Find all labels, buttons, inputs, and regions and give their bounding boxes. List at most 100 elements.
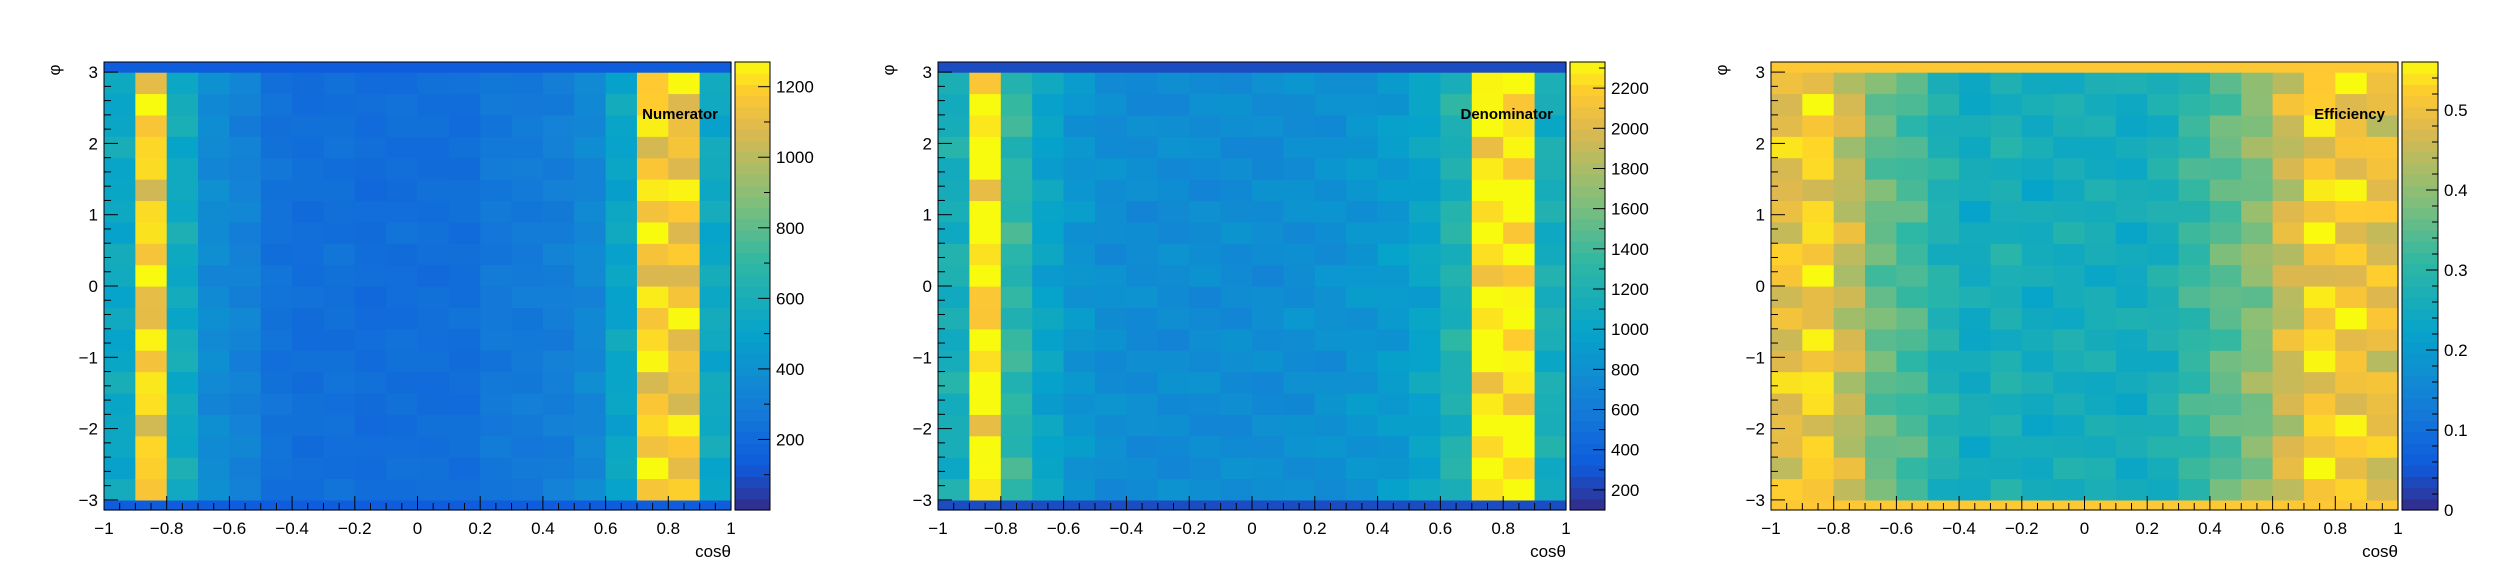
heatmap-cell bbox=[2022, 350, 2054, 372]
color-bar-band bbox=[1570, 465, 1605, 477]
heatmap-cell bbox=[2179, 179, 2211, 201]
heatmap-cell bbox=[2179, 307, 2211, 329]
heatmap-cell bbox=[2022, 479, 2054, 501]
heatmap-cell bbox=[1990, 265, 2022, 287]
heatmap-cell bbox=[1189, 222, 1221, 244]
heatmap-cell bbox=[386, 136, 418, 158]
heatmap-cell bbox=[1126, 436, 1158, 458]
heatmap-cell bbox=[1221, 350, 1253, 372]
heatmap-cell bbox=[1032, 350, 1064, 372]
heatmap-cell bbox=[167, 179, 199, 201]
heatmap-cell bbox=[543, 62, 575, 73]
heatmap-cell bbox=[2022, 115, 2054, 137]
heatmap-cell bbox=[637, 372, 669, 394]
heatmap-cell bbox=[1535, 222, 1567, 244]
heatmap-cell bbox=[1896, 307, 1928, 329]
heatmap-cell bbox=[1189, 307, 1221, 329]
x-tick-label: 0.4 bbox=[1366, 519, 1390, 538]
heatmap-cell bbox=[386, 307, 418, 329]
heatmap-cell bbox=[2147, 436, 2179, 458]
heatmap-cell bbox=[2022, 329, 2054, 351]
heatmap-cell bbox=[104, 93, 136, 115]
heatmap-cell bbox=[1865, 62, 1897, 73]
heatmap-cell bbox=[2304, 179, 2336, 201]
heatmap-cell bbox=[1503, 393, 1535, 415]
heatmap-cell bbox=[1001, 307, 1033, 329]
heatmap-cell bbox=[668, 158, 700, 180]
y-tick-label: 0 bbox=[89, 277, 98, 296]
heatmap-cell bbox=[668, 200, 700, 222]
heatmap-cell bbox=[938, 265, 970, 287]
color-bar-band bbox=[735, 420, 770, 432]
heatmap-cell bbox=[418, 479, 450, 501]
heatmap-cell bbox=[938, 436, 970, 458]
heatmap-cell bbox=[2273, 136, 2305, 158]
heatmap-cell bbox=[1315, 136, 1347, 158]
heatmap-cell bbox=[2179, 200, 2211, 222]
color-bar-band bbox=[1570, 376, 1605, 388]
color-bar-band bbox=[735, 353, 770, 365]
heatmap-cell bbox=[1440, 72, 1472, 94]
heatmap-cell bbox=[2116, 436, 2148, 458]
heatmap-cell bbox=[606, 115, 638, 137]
heatmap-cell bbox=[1472, 62, 1504, 73]
heatmap-cell bbox=[229, 286, 261, 308]
heatmap-cell bbox=[1378, 372, 1410, 394]
heatmap-cell bbox=[386, 414, 418, 436]
heatmap-cell bbox=[355, 158, 387, 180]
heatmap-cell bbox=[1802, 479, 1834, 501]
heatmap-cell bbox=[1865, 479, 1897, 501]
heatmap-cell bbox=[1001, 136, 1033, 158]
heatmap-cell bbox=[1802, 222, 1834, 244]
heatmap-cell bbox=[2053, 200, 2085, 222]
heatmap-cell bbox=[1802, 457, 1834, 479]
heatmap-cell bbox=[700, 265, 732, 287]
heatmap-cell bbox=[418, 115, 450, 137]
heatmap-cell bbox=[1001, 457, 1033, 479]
heatmap-cell bbox=[2022, 222, 2054, 244]
heatmap-cell bbox=[1896, 393, 1928, 415]
heatmap-cell bbox=[1959, 307, 1991, 329]
heatmap-cell bbox=[1535, 136, 1567, 158]
color-bar-tick-label: 1000 bbox=[1611, 320, 1649, 339]
heatmap-cell bbox=[323, 479, 355, 501]
heatmap-cell bbox=[1472, 372, 1504, 394]
color-bar-band bbox=[2402, 286, 2438, 298]
heatmap-cell bbox=[449, 62, 481, 73]
heatmap-cell bbox=[1158, 200, 1190, 222]
heatmap-cell bbox=[1959, 179, 1991, 201]
heatmap-cell bbox=[1440, 286, 1472, 308]
heatmap-cell bbox=[1032, 136, 1064, 158]
heatmap-cell bbox=[1315, 329, 1347, 351]
heatmap-cell bbox=[1928, 243, 1960, 265]
heatmap-cell bbox=[700, 457, 732, 479]
heatmap-cell bbox=[323, 457, 355, 479]
heatmap-cell bbox=[1189, 93, 1221, 115]
heatmap-cell bbox=[2210, 372, 2242, 394]
heatmap-cell bbox=[637, 158, 669, 180]
heatmap-cell bbox=[1283, 179, 1315, 201]
heatmap-cell bbox=[1315, 393, 1347, 415]
heatmap-cell bbox=[1378, 72, 1410, 94]
heatmap-cell bbox=[1001, 72, 1033, 94]
heatmap-cell bbox=[2085, 479, 2117, 501]
heatmap-cell bbox=[1472, 414, 1504, 436]
heatmap-cell bbox=[1158, 93, 1190, 115]
heatmap-cell bbox=[1535, 393, 1567, 415]
heatmap-cell bbox=[969, 286, 1001, 308]
heatmap-cell bbox=[2367, 222, 2399, 244]
heatmap-cell bbox=[1126, 479, 1158, 501]
heatmap-cell bbox=[1503, 136, 1535, 158]
heatmap-cell bbox=[355, 436, 387, 458]
color-bar-band bbox=[1570, 96, 1605, 108]
heatmap-cell bbox=[355, 243, 387, 265]
heatmap-cell bbox=[668, 286, 700, 308]
heatmap-cell bbox=[637, 393, 669, 415]
heatmap-cell bbox=[1472, 436, 1504, 458]
heatmap-cell bbox=[1535, 62, 1567, 73]
heatmap-cell bbox=[480, 307, 512, 329]
heatmap-cell bbox=[512, 136, 544, 158]
heatmap-cell bbox=[1896, 243, 1928, 265]
color-bar-band bbox=[2402, 174, 2438, 186]
heatmap-cell bbox=[1834, 62, 1866, 73]
